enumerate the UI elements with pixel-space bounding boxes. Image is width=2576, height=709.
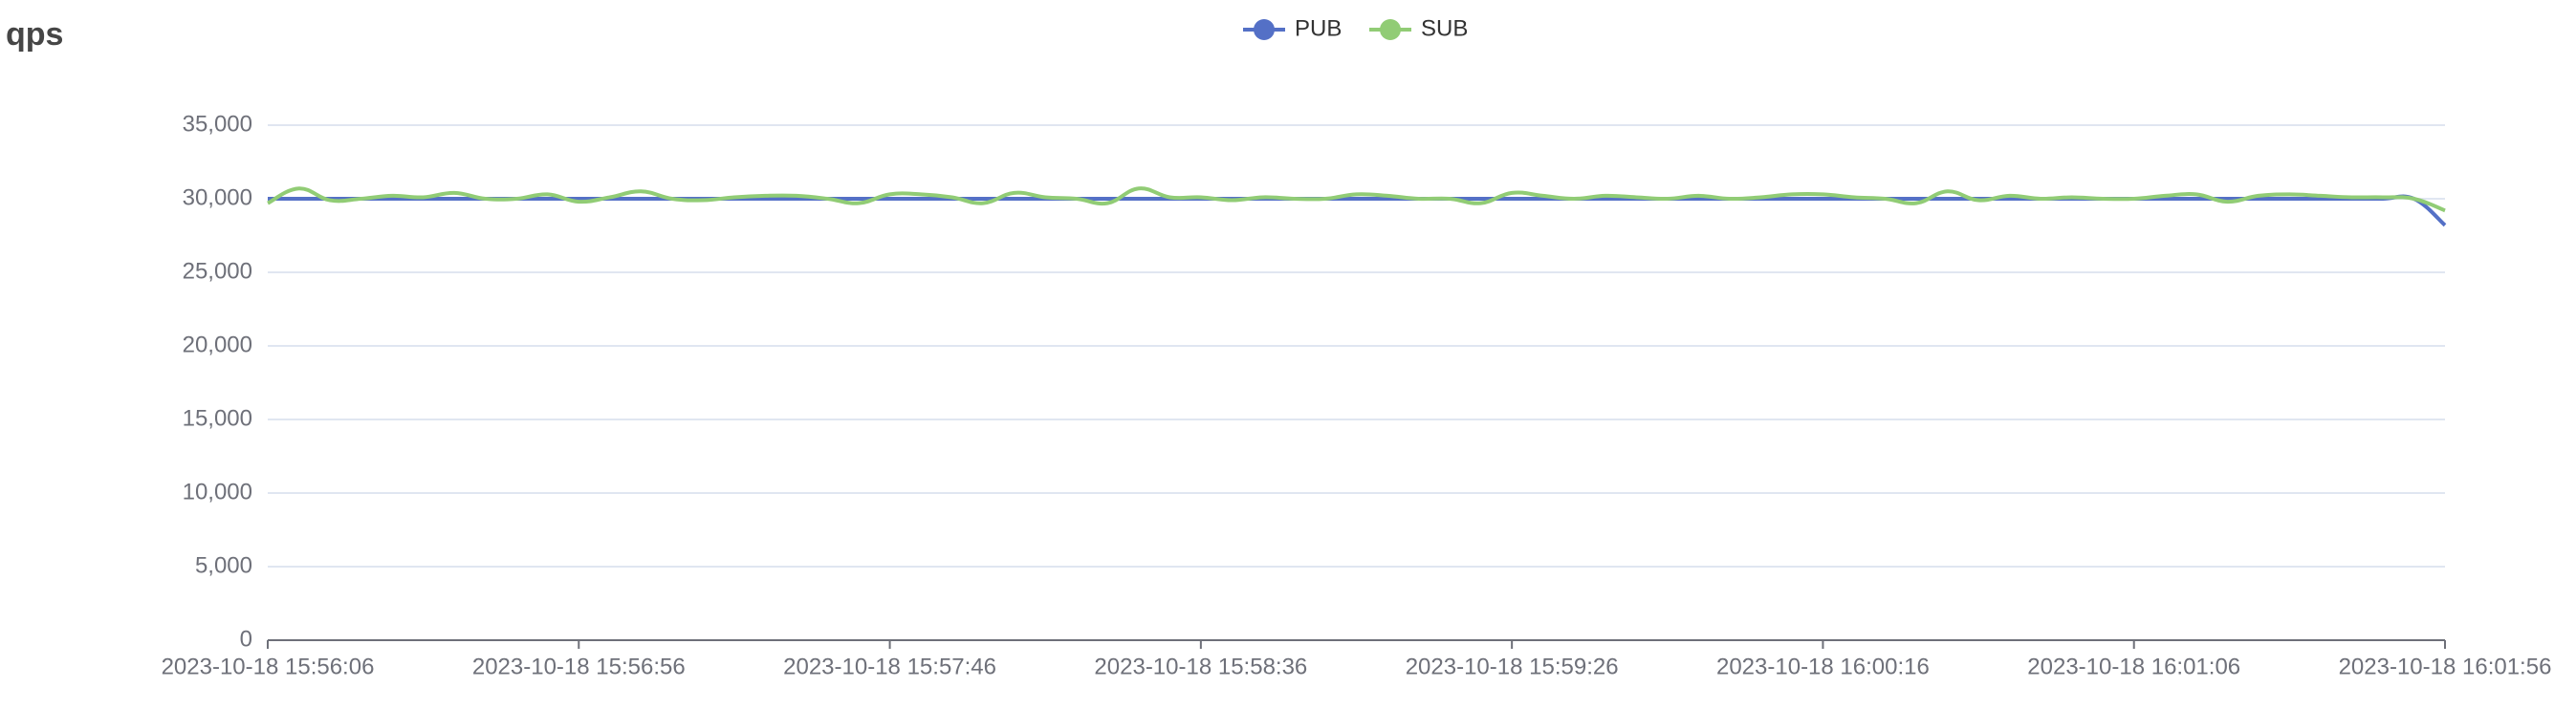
y-tick-label: 5,000 [195,552,252,578]
legend-label: SUB [1421,15,1468,41]
series-line [267,186,2446,213]
y-tick-label: 10,000 [183,479,252,505]
chart-title: qps [6,16,63,53]
y-tick-label: 30,000 [183,184,252,210]
y-tick-label: 15,000 [183,405,252,431]
legend-label: PUB [1295,15,1342,41]
x-tick-label: 2023-10-18 15:56:06 [162,654,375,679]
y-tick-label: 0 [240,626,252,652]
y-tick-label: 25,000 [183,258,252,284]
legend-marker [1380,19,1401,40]
x-tick-label: 2023-10-18 15:59:26 [1406,654,1619,679]
y-tick-label: 20,000 [183,332,252,357]
x-tick-label: 2023-10-18 15:57:46 [783,654,996,679]
x-tick-label: 2023-10-18 16:01:06 [2027,654,2240,679]
x-tick-label: 2023-10-18 15:58:36 [1094,654,1307,679]
x-tick-label: 2023-10-18 16:00:16 [1716,654,1930,679]
x-tick-label: 2023-10-18 16:01:56 [2339,654,2552,679]
x-tick-label: 2023-10-18 15:56:56 [472,654,686,679]
legend-marker [1254,19,1275,40]
y-tick-label: 35,000 [183,111,252,137]
